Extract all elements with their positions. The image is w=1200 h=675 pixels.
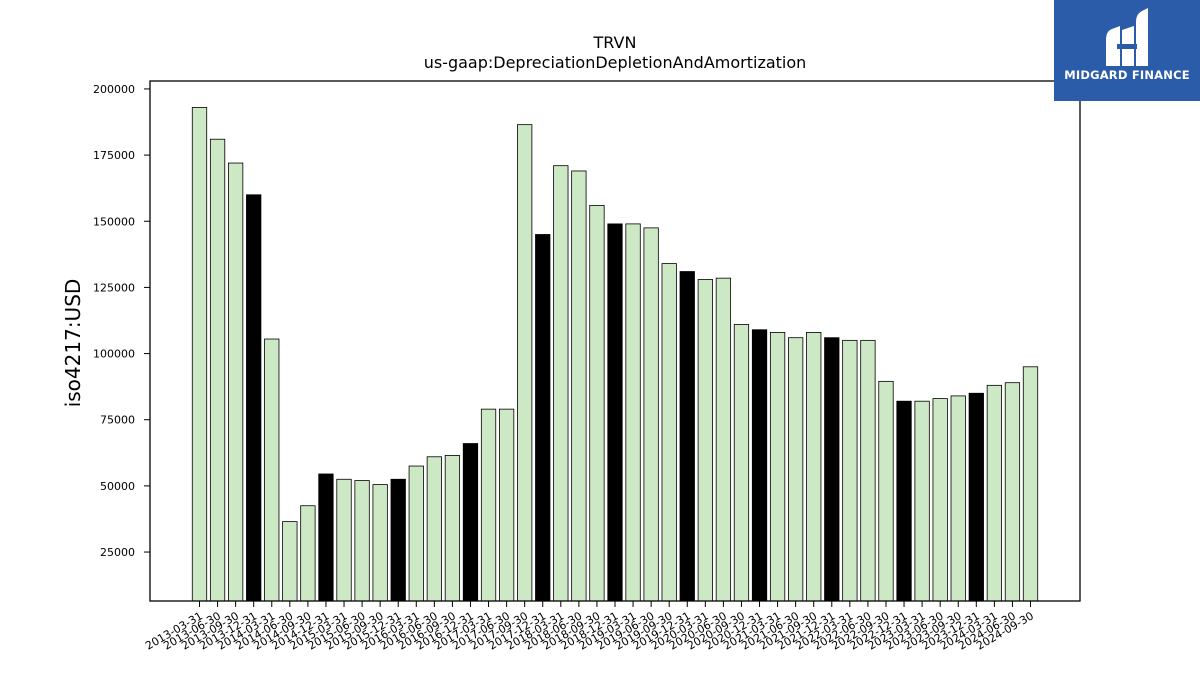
bar-2016-12-31 (462, 443, 479, 602)
y-axis-ticks: 25000 50000 75000 100000 125000 150000 175000 2… (93, 83, 150, 559)
bar-2021-06-30 (788, 337, 804, 602)
bar-2018-06-30 (571, 170, 587, 602)
bar-2019-09-30 (661, 263, 677, 602)
bar-2023-03-31 (914, 400, 930, 602)
y-tick-label: 125000 (93, 281, 135, 294)
plot-frame (149, 80, 1081, 602)
bar-2024-09-30 (1022, 366, 1039, 602)
y-tick-label: 200000 (93, 83, 135, 96)
bar-2014-03-31 (264, 338, 280, 602)
bar-2022-03-31 (842, 339, 858, 602)
bar-2017-03-31 (480, 408, 497, 602)
y-tick-label: 100000 (93, 348, 135, 361)
bar-2024-06-30 (1004, 382, 1021, 602)
bar-2020-12-31 (751, 329, 768, 602)
chart-subtitle: us-gaap:DepreciationDepletionAndAmortiza… (424, 53, 807, 72)
midgard-finance-logo: MIDGARD FINANCE (1054, 0, 1200, 101)
y-axis-label: iso4217:USD (61, 279, 85, 408)
y-tick-label: 50000 (100, 480, 135, 493)
bar-2015-09-30 (372, 484, 388, 602)
bar-2024-03-31 (986, 384, 1002, 602)
logo-text: MIDGARD FINANCE (1064, 68, 1190, 82)
bar-2021-09-30 (806, 331, 822, 602)
bar-2013-12-31 (246, 194, 262, 602)
bar-2019-03-31 (625, 223, 641, 602)
bar-2023-06-30 (932, 398, 948, 602)
bar-2018-03-31 (553, 165, 569, 602)
y-tick-label: 25000 (100, 546, 135, 559)
bar-2014-09-30 (300, 505, 316, 602)
bar-2013-03-31 (191, 107, 208, 602)
y-tick-label: 175000 (93, 149, 135, 162)
bar-2014-06-30 (282, 521, 298, 602)
bar-2015-03-31 (336, 478, 352, 602)
bar-2020-06-30 (715, 277, 732, 602)
bar-2017-06-30 (498, 408, 515, 602)
bar-2019-12-31 (679, 271, 695, 602)
bar-2016-03-31 (408, 465, 424, 602)
bar-2020-09-30 (733, 324, 750, 602)
bar-2020-03-31 (697, 279, 713, 602)
bar-2022-12-31 (896, 400, 912, 602)
bar-2015-12-31 (390, 478, 406, 602)
bar-2017-12-31 (535, 234, 551, 602)
bar-2017-09-30 (517, 124, 533, 602)
bar-2023-09-30 (950, 395, 966, 602)
bar-2013-06-30 (209, 138, 226, 602)
bar-2016-06-30 (426, 456, 442, 602)
y-tick-label: 75000 (100, 414, 135, 427)
bar-2018-12-31 (607, 223, 623, 602)
bar-2022-09-30 (878, 380, 894, 602)
bar-2021-03-31 (769, 331, 786, 602)
bar-2018-09-30 (589, 204, 605, 602)
bar-2013-09-30 (227, 162, 244, 602)
chart-title: TRVN (593, 33, 637, 52)
y-tick-label: 150000 (93, 215, 135, 228)
bar-2016-09-30 (444, 455, 461, 602)
bar-2015-06-30 (354, 480, 370, 602)
bars (191, 107, 1039, 602)
bar-2022-06-30 (860, 339, 876, 602)
bar-2019-06-30 (643, 227, 659, 602)
x-axis-ticks: 2013-03-312013-06-302013-09-302013-12-31… (143, 601, 1036, 653)
bar-2021-12-31 (824, 337, 840, 602)
bar-2023-12-31 (968, 392, 984, 602)
logo-mark-icon (1106, 8, 1148, 66)
bar-2014-12-31 (318, 473, 334, 602)
